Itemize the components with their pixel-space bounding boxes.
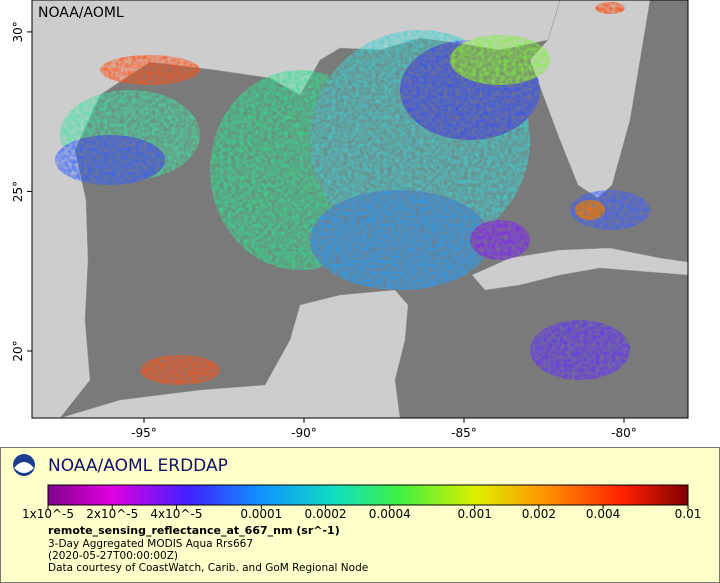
variable-name: remote_sensing_reflectance_at_667_nm (sr…: [48, 524, 340, 537]
reflectance-patches: [55, 2, 650, 385]
colorbar-tick-label: 1x10^-5: [22, 507, 74, 521]
watermark: NOAA/AOML: [38, 5, 124, 21]
colorbar-tick-label: 0.001: [457, 507, 491, 521]
map-frame: [31, 0, 689, 419]
lat-tick-label: 30°: [11, 21, 25, 42]
noaa-logo-bird: [14, 462, 34, 473]
colorbar: [47, 484, 689, 506]
colorbar-tick-label: 0.0001: [240, 507, 282, 521]
colorbar-tick-label: 0.0004: [369, 507, 411, 521]
legend-title: NOAA/AOML ERDDAP: [48, 456, 228, 476]
legend-panel: [0, 447, 720, 583]
info-line: 3-Day Aggregated MODIS Aqua Rrs667: [48, 538, 253, 550]
lat-tick-label: 20°: [11, 340, 25, 361]
colorbar-tick-label: 4x10^-5: [150, 507, 202, 521]
colorbar-tick-label: 0.004: [586, 507, 620, 521]
map-area: NOAA/AOML: [32, 0, 688, 418]
info-line: (2020-05-27T00:00:00Z): [48, 550, 178, 562]
cuba: [471, 247, 688, 291]
info-line: Data courtesy of CoastWatch, Carib. and …: [48, 562, 368, 574]
lon-tick-label: -90°: [291, 426, 317, 440]
colorbar-tick-label: 0.002: [522, 507, 556, 521]
watermark-bg: [32, 0, 136, 24]
lon-tick-label: -95°: [131, 426, 157, 440]
colorbar-tick-label: 2x10^-5: [86, 507, 138, 521]
land-south: [59, 289, 409, 418]
lat-tick-label: 25°: [11, 181, 25, 202]
lon-tick-label: -80°: [611, 426, 637, 440]
colorbar-tick-label: 0.01: [675, 507, 702, 521]
lon-tick-label: -85°: [451, 426, 477, 440]
colorbar-tick-label: 0.0002: [305, 507, 347, 521]
